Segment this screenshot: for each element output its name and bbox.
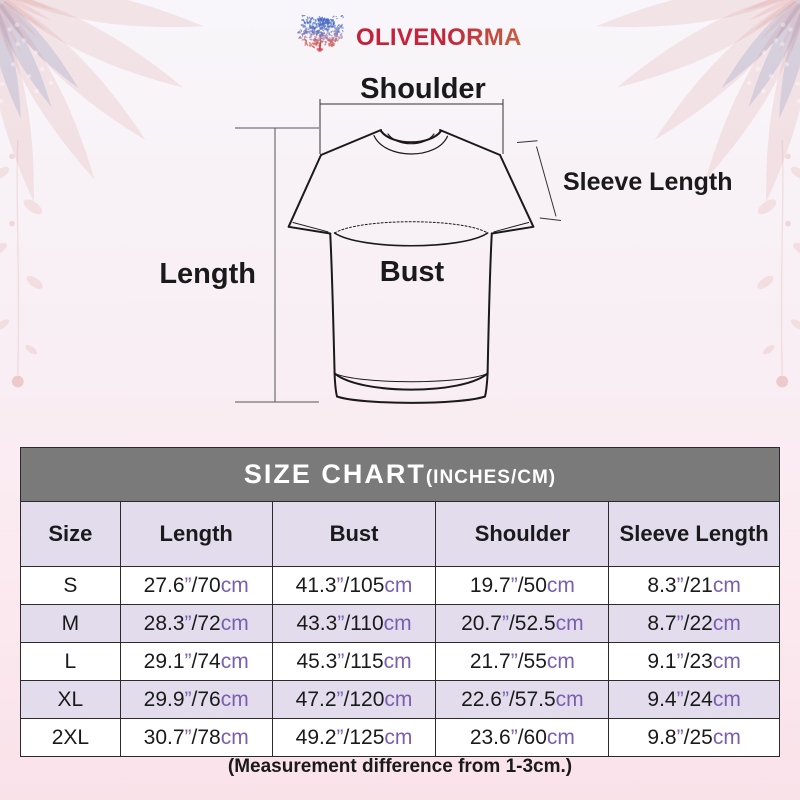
svg-text:Length: Length — [159, 258, 256, 290]
svg-text:Shoulder: Shoulder — [360, 73, 486, 105]
svg-text:Bust: Bust — [380, 256, 445, 288]
svg-text:Sleeve Length: Sleeve Length — [563, 168, 733, 196]
